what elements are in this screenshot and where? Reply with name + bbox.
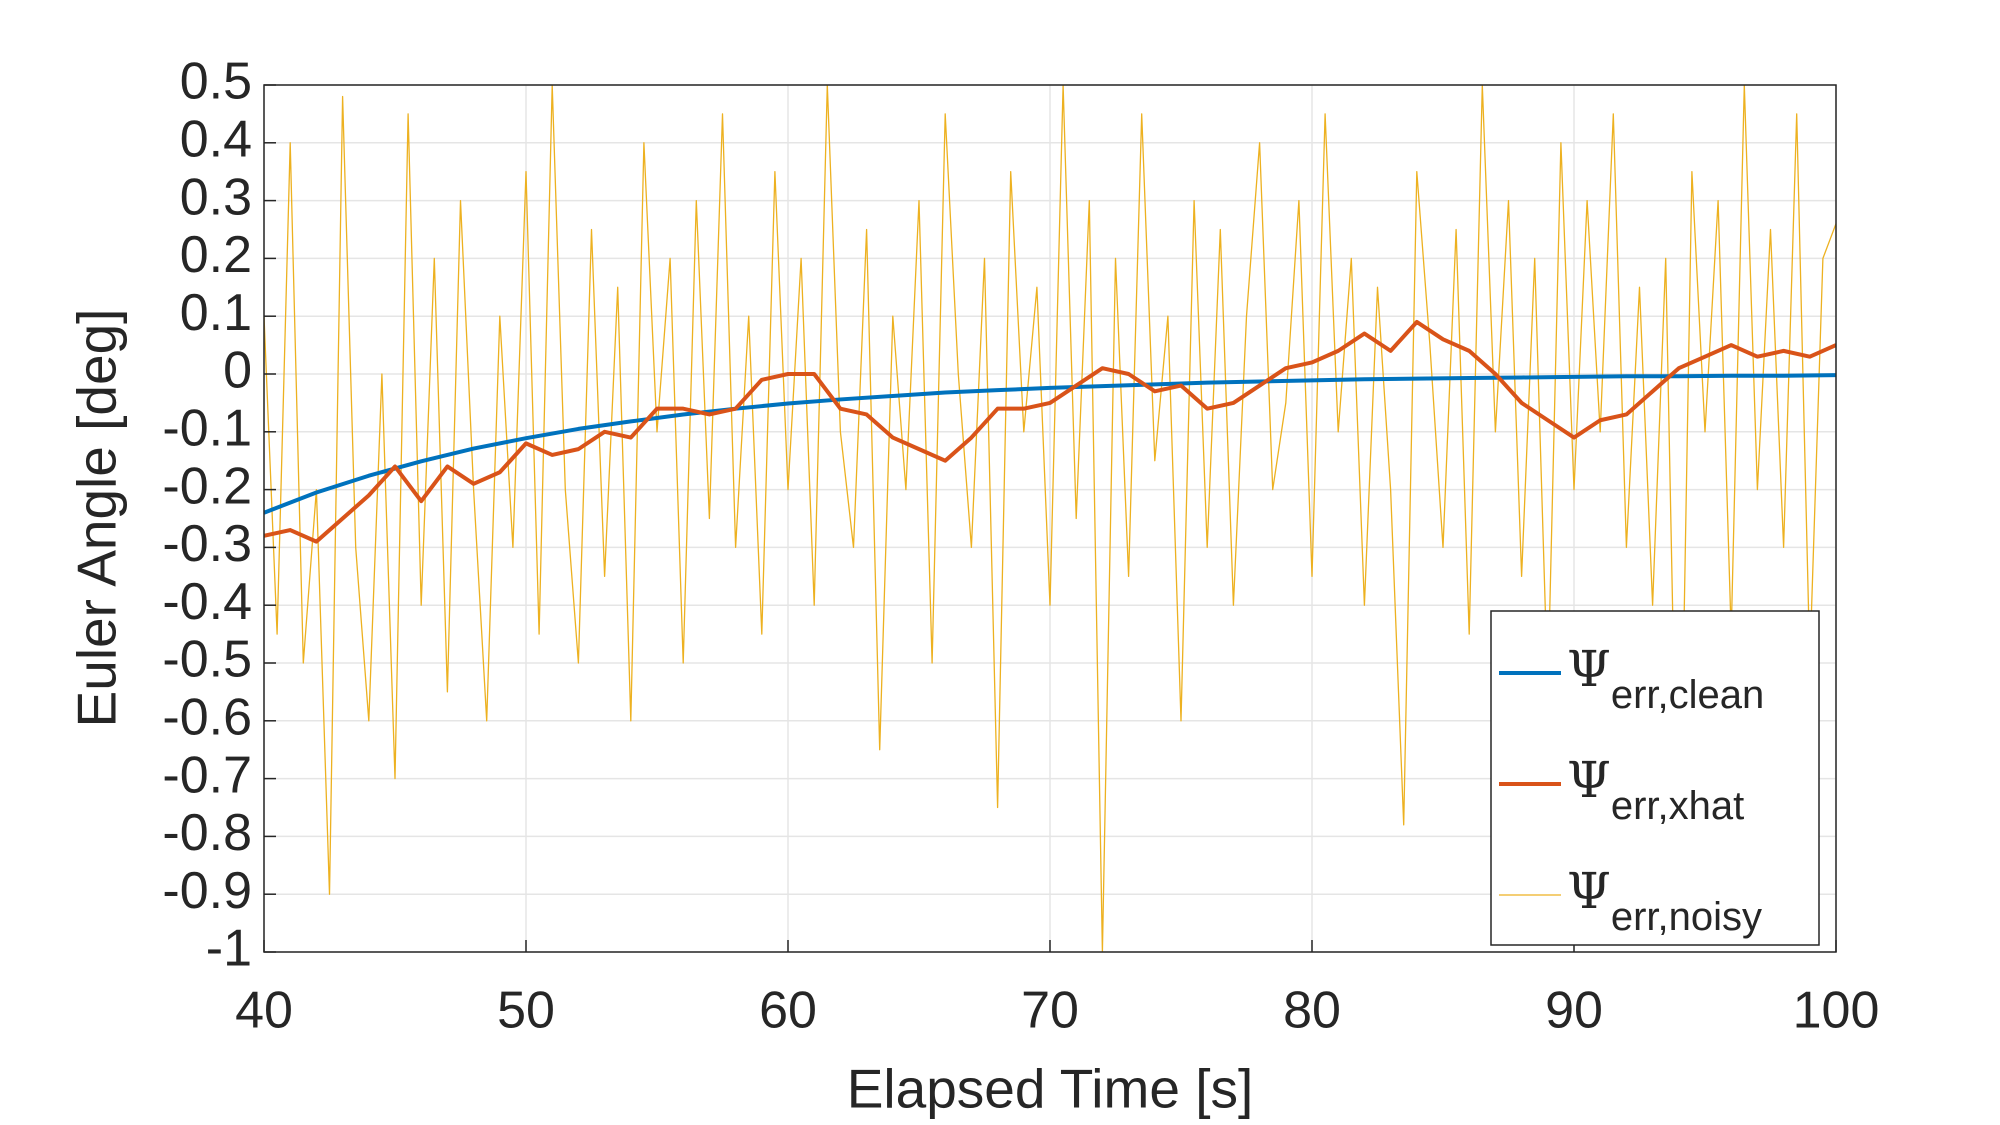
y-tick-label: -0.6 — [162, 689, 252, 747]
legend-box — [1490, 610, 1820, 946]
series-line — [264, 85, 1836, 952]
y-axis-label: Euler Angle [deg] — [66, 309, 128, 728]
y-tick-label: 0.3 — [180, 168, 252, 226]
y-tick-label: -0.3 — [162, 515, 252, 573]
series-line — [264, 373, 1836, 515]
y-tick-label: -0.9 — [162, 862, 252, 920]
y-tick-label: -0.1 — [162, 400, 252, 458]
x-tick-label: 100 — [1793, 982, 1880, 1040]
legend-label: Ψerr,xhat — [1567, 751, 1744, 828]
x-tick-label: 80 — [1283, 982, 1341, 1040]
legend-label: Ψerr,clean — [1567, 640, 1764, 717]
x-tick-label: 70 — [1021, 982, 1079, 1040]
y-tick-label: 0.1 — [180, 284, 252, 342]
x-axis-label: Elapsed Time [s] — [847, 1058, 1254, 1120]
x-tick-label: 60 — [759, 982, 817, 1040]
x-tick-label: 50 — [497, 982, 555, 1040]
y-tick-label: -0.7 — [162, 746, 252, 804]
x-tick-label: 40 — [235, 982, 293, 1040]
y-tick-label: -1 — [206, 920, 252, 978]
y-tick-label: 0.5 — [180, 53, 252, 111]
y-tick-label: -0.2 — [162, 457, 252, 515]
series-line — [264, 319, 1836, 544]
y-tick-label: -0.8 — [162, 804, 252, 862]
y-tick-label: 0 — [223, 342, 252, 400]
y-tick-label: 0.2 — [180, 226, 252, 284]
y-tick-label: -0.5 — [162, 631, 252, 689]
y-tick-label: 0.4 — [180, 111, 252, 169]
y-tick-label: -0.4 — [162, 573, 252, 631]
legend-label: Ψerr,noisy — [1567, 862, 1762, 939]
x-tick-label: 90 — [1545, 982, 1603, 1040]
